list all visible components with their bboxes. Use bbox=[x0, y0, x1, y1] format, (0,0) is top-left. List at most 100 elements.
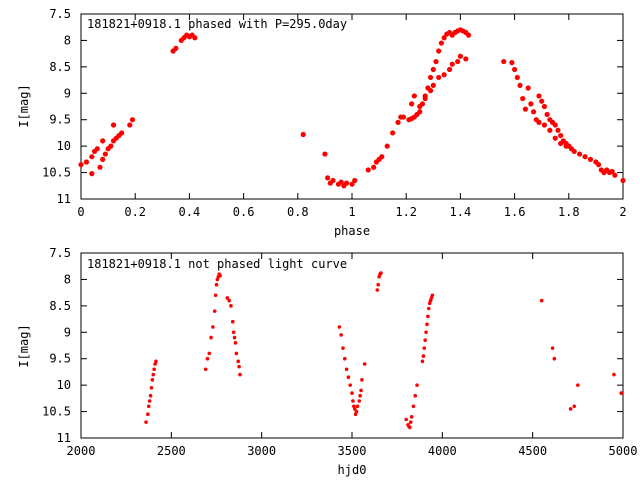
data-point bbox=[100, 138, 106, 144]
data-point bbox=[541, 122, 548, 128]
x-tick-label: 2000 bbox=[67, 444, 96, 458]
data-point bbox=[457, 53, 463, 59]
y-tick-label: 10.5 bbox=[42, 166, 71, 180]
data-point bbox=[525, 85, 531, 91]
phased-y-ticks: 7.5 8 8.5 9 9.5 10 10.5 11 bbox=[42, 7, 623, 206]
phased-y-axis-label: I[mag] bbox=[17, 84, 31, 127]
unphased-data-points bbox=[144, 271, 623, 430]
data-point bbox=[550, 346, 555, 350]
data-point bbox=[517, 82, 523, 88]
unphased-y-ticks: 7.5 8 8.5 9 9.5 10 10.5 11 bbox=[42, 246, 623, 445]
data-point bbox=[612, 172, 618, 178]
data-point bbox=[420, 359, 425, 364]
data-point bbox=[514, 74, 520, 81]
y-tick-label: 8.5 bbox=[49, 299, 71, 313]
data-point bbox=[409, 415, 414, 419]
data-point bbox=[463, 56, 469, 62]
data-point bbox=[379, 154, 385, 160]
data-point bbox=[552, 135, 558, 141]
data-point bbox=[522, 106, 529, 112]
unphased-plot-title: 181821+0918.1 not phased light curve bbox=[87, 257, 347, 271]
data-point bbox=[349, 181, 355, 187]
data-point bbox=[547, 127, 553, 133]
data-point bbox=[227, 298, 231, 303]
data-point bbox=[577, 151, 583, 157]
data-point bbox=[539, 298, 544, 303]
data-point bbox=[152, 367, 156, 372]
data-point bbox=[430, 82, 436, 88]
data-point bbox=[541, 103, 548, 110]
data-point bbox=[300, 131, 306, 138]
y-tick-label: 8 bbox=[64, 272, 71, 286]
data-point bbox=[395, 119, 401, 125]
data-point bbox=[415, 383, 419, 387]
data-point bbox=[404, 417, 409, 422]
data-point bbox=[612, 372, 616, 377]
data-point bbox=[572, 404, 577, 409]
data-point bbox=[436, 74, 442, 81]
data-point bbox=[325, 175, 331, 181]
data-point bbox=[558, 140, 564, 147]
data-point bbox=[620, 177, 626, 184]
data-point bbox=[207, 351, 212, 356]
data-point bbox=[423, 338, 427, 343]
y-tick-label: 7.5 bbox=[49, 246, 71, 260]
y-tick-label: 9 bbox=[64, 86, 71, 100]
data-point bbox=[555, 127, 561, 133]
y-tick-label: 11 bbox=[57, 192, 71, 206]
data-point bbox=[343, 180, 350, 186]
data-point bbox=[338, 179, 344, 185]
data-point bbox=[455, 58, 461, 65]
data-point bbox=[233, 341, 238, 345]
x-tick-label: 1.6 bbox=[504, 205, 526, 219]
x-tick-label: 5000 bbox=[609, 444, 638, 458]
data-point bbox=[619, 391, 623, 395]
y-tick-label: 11 bbox=[57, 431, 71, 445]
y-tick-label: 10 bbox=[57, 378, 71, 392]
data-point bbox=[341, 346, 345, 350]
data-point bbox=[78, 162, 84, 168]
data-point bbox=[94, 146, 100, 152]
x-tick-label: 2 bbox=[619, 205, 626, 219]
data-point bbox=[355, 404, 360, 409]
y-tick-label: 7.5 bbox=[49, 7, 71, 21]
data-point bbox=[234, 351, 239, 356]
y-tick-label: 8 bbox=[64, 33, 71, 47]
data-point bbox=[89, 154, 95, 160]
data-point bbox=[426, 314, 430, 319]
data-point bbox=[427, 88, 434, 94]
data-point bbox=[552, 122, 558, 128]
data-point bbox=[441, 72, 447, 78]
data-point bbox=[351, 399, 355, 403]
data-point bbox=[359, 388, 363, 393]
x-tick-label: 2500 bbox=[157, 444, 186, 458]
x-tick-label: 4000 bbox=[428, 444, 457, 458]
unphased-y-axis-label: I[mag] bbox=[17, 324, 31, 367]
data-point bbox=[231, 330, 236, 335]
data-point bbox=[173, 45, 179, 51]
data-point bbox=[441, 35, 447, 41]
data-point bbox=[102, 151, 108, 157]
data-point bbox=[536, 119, 542, 125]
data-point bbox=[209, 335, 213, 340]
data-point bbox=[344, 367, 349, 372]
data-point bbox=[352, 177, 358, 184]
data-point bbox=[425, 322, 429, 327]
unphased-panel: 2000 2500 3000 3500 4000 4500 5000 7.5 8 8.5 9 9.5… bbox=[17, 246, 637, 477]
x-tick-label: 0 bbox=[77, 205, 84, 219]
x-tick-label: 3500 bbox=[338, 444, 367, 458]
data-point bbox=[426, 306, 431, 311]
data-point bbox=[146, 412, 150, 417]
data-point bbox=[417, 109, 423, 115]
data-point bbox=[552, 356, 557, 361]
data-point bbox=[400, 114, 407, 120]
data-point bbox=[147, 399, 152, 403]
data-point bbox=[149, 385, 154, 390]
data-point bbox=[582, 154, 588, 160]
data-point bbox=[422, 346, 427, 350]
data-point bbox=[421, 354, 426, 358]
data-point bbox=[449, 61, 455, 67]
phased-x-ticks: 0 0.2 0.4 0.6 0.8 1 1.2 1.4 1.6 1.8 2 bbox=[77, 14, 627, 219]
data-point bbox=[436, 48, 442, 54]
data-point bbox=[322, 151, 328, 157]
